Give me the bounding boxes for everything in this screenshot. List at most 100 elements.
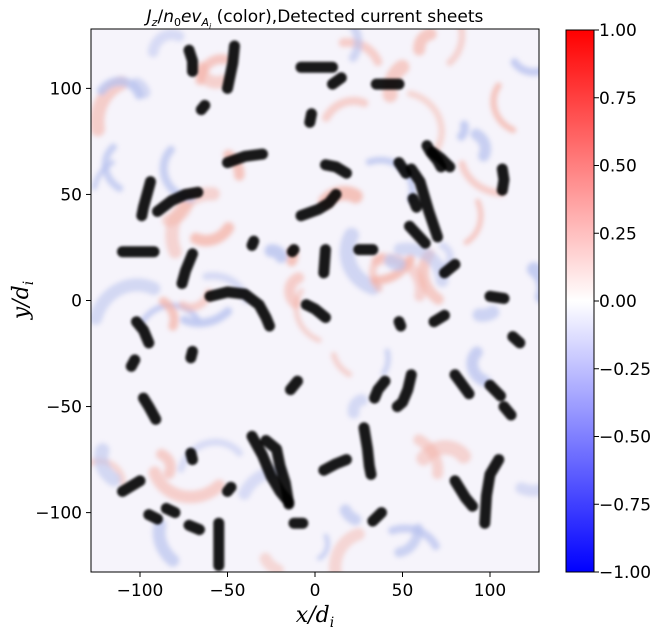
field-swirl	[158, 296, 179, 331]
field-swirl	[413, 29, 437, 56]
field-swirl	[348, 29, 363, 63]
current-sheet	[125, 354, 141, 372]
field-swirl	[316, 533, 331, 561]
current-sheet	[295, 188, 342, 222]
x-tick-label: 50	[392, 581, 414, 601]
current-sheet	[439, 258, 461, 279]
field-swirl	[384, 254, 406, 271]
field-swirl	[526, 262, 539, 304]
field-swirl	[322, 96, 369, 122]
current-sheet	[449, 369, 475, 400]
current-sheet	[176, 248, 198, 289]
plot-area	[72, 0, 539, 572]
current-sheet	[183, 44, 198, 77]
current-sheet	[479, 454, 505, 529]
field-swirl	[294, 0, 319, 6]
current-sheet	[286, 244, 300, 258]
current-sheet	[131, 316, 155, 349]
colorbar-tick-label: 1.00	[599, 21, 637, 41]
current-sheet	[136, 176, 156, 222]
field-swirl	[463, 198, 484, 246]
current-sheet	[138, 392, 162, 425]
current-sheet	[393, 316, 407, 332]
current-sheet	[407, 193, 422, 213]
current-sheet	[143, 509, 163, 525]
y-tick-label: 50	[60, 185, 82, 205]
field-swirl	[416, 440, 471, 466]
field-swirl	[339, 227, 381, 295]
field-swirl	[381, 348, 391, 376]
current-sheet	[358, 422, 377, 480]
field-swirl	[195, 61, 230, 89]
current-sheet	[222, 481, 237, 497]
current-sheet	[285, 375, 303, 396]
current-sheet	[304, 108, 317, 128]
field-swirl	[338, 37, 383, 67]
current-sheet	[152, 186, 204, 217]
current-sheet	[222, 40, 240, 94]
field-swirl	[510, 58, 539, 76]
current-sheet	[195, 99, 211, 116]
current-sheet	[484, 379, 506, 402]
current-sheet	[246, 235, 260, 251]
y-tick-label: −50	[46, 398, 82, 418]
field-swirl	[347, 394, 368, 419]
current-sheet	[426, 146, 456, 173]
field-swirl	[472, 305, 500, 322]
current-sheet	[404, 220, 431, 249]
current-sheet	[496, 163, 510, 196]
x-tick-label: −100	[117, 581, 164, 601]
x-axis-label: x/di	[296, 603, 334, 631]
y-tick-label: −100	[35, 504, 82, 524]
colorbar-tick-label: −0.50	[599, 428, 651, 448]
current-sheet	[405, 163, 443, 243]
y-tick-label: 0	[71, 292, 82, 312]
field-swirl	[180, 306, 233, 328]
field-swirl	[284, 272, 305, 309]
current-sheet	[117, 475, 146, 497]
field-swirl	[91, 75, 129, 137]
current-sheet	[367, 507, 387, 527]
colorbar-tick-label: −0.75	[599, 495, 651, 515]
field-swirl	[91, 159, 116, 191]
x-axis: −100 −50 0 50 100	[117, 572, 506, 601]
field-swirl	[94, 443, 122, 487]
field-swirl	[96, 76, 144, 100]
colorbar-tick-label: 0.75	[599, 89, 637, 109]
field-swirl	[339, 504, 362, 526]
current-sheet	[318, 454, 352, 476]
x-tick-label: 100	[474, 581, 506, 601]
field-swirl	[470, 128, 492, 162]
field-swirl	[264, 244, 288, 263]
current-sheet	[185, 447, 198, 466]
current-sheet	[183, 519, 205, 536]
y-tick-label: 100	[50, 79, 82, 99]
field-swirl	[147, 29, 185, 58]
current-sheet	[185, 345, 198, 364]
current-sheet	[428, 309, 450, 328]
current-sheet	[393, 157, 412, 179]
colorbar-ticks: 1.00 0.75 0.50 0.25 0.00 −0.25 −0.50 −0.75 −1.00	[594, 21, 651, 583]
current-sheet	[484, 290, 510, 304]
field-swirl	[406, 90, 445, 155]
current-sheet	[327, 72, 347, 90]
current-sheet	[204, 286, 275, 332]
y-axis: −100 −50 0 50 100	[35, 79, 91, 524]
field-swirl	[130, 77, 151, 99]
colorbar-tick-label: −1.00	[599, 563, 651, 583]
field-swirl	[190, 222, 235, 247]
chart-title: Jz/n0evAi (color),Detected current sheet…	[144, 7, 484, 31]
current-sheet	[222, 148, 268, 169]
field-swirl	[328, 527, 365, 572]
current-sheet	[369, 375, 391, 404]
current-sheet	[320, 159, 352, 179]
colorbar-tick-label: 0.25	[599, 224, 637, 244]
field-swirl	[91, 278, 161, 325]
colorbar-tick-label: −0.25	[599, 360, 651, 380]
colorbar	[565, 29, 595, 573]
field-swirl	[456, 120, 469, 141]
field-swirl	[490, 82, 517, 134]
current-sheet	[160, 502, 181, 519]
field-swirl	[72, 234, 75, 253]
y-axis-label: y/di	[9, 281, 37, 320]
